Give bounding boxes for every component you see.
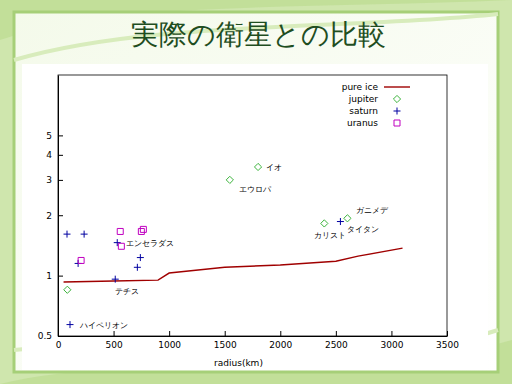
legend-item: jupiter bbox=[348, 94, 401, 104]
y-tick-mark bbox=[58, 276, 63, 277]
x-tick-mark bbox=[391, 331, 392, 336]
x-tick-label: 1000 bbox=[158, 340, 181, 350]
y-tick-mark bbox=[58, 180, 63, 181]
title: 実際の衛星との比較 bbox=[131, 18, 386, 51]
background bbox=[0, 0, 512, 384]
data-point bbox=[344, 215, 351, 222]
x-tick: 1500 bbox=[214, 331, 237, 350]
data-point bbox=[118, 243, 124, 249]
y-tick-label: 3 bbox=[46, 175, 52, 185]
y-tick: 3 bbox=[46, 175, 63, 185]
annotations: エウロパ イオカリスト ガニメデエンセラダステチスハイペリオン タイタン bbox=[79, 163, 389, 330]
x-tick-label: 1500 bbox=[214, 340, 237, 350]
legend-symbol bbox=[394, 108, 401, 115]
point-label: エンセラダス bbox=[126, 239, 174, 248]
y-tick-mark bbox=[58, 135, 63, 136]
x-tick: 3000 bbox=[380, 331, 403, 350]
data-point bbox=[337, 218, 344, 225]
series-line bbox=[64, 248, 403, 282]
plot-frame bbox=[58, 75, 447, 336]
data-point bbox=[64, 286, 71, 293]
data-point bbox=[112, 276, 119, 283]
y-tick-label: 2 bbox=[46, 211, 52, 221]
x-tick-mark bbox=[447, 331, 448, 336]
x-tick-mark bbox=[336, 331, 337, 336]
x-tick-label: 3000 bbox=[380, 340, 403, 350]
data-point bbox=[81, 231, 88, 238]
data-point bbox=[137, 254, 144, 261]
point-label: エウロパ bbox=[239, 185, 272, 194]
panel bbox=[14, 12, 498, 372]
x-tick-label: 500 bbox=[105, 340, 122, 350]
x-axis-title: radius(km) bbox=[214, 358, 263, 368]
x-tick-mark bbox=[225, 331, 226, 336]
x-tick-mark bbox=[280, 331, 281, 336]
y-tick: 0.5 bbox=[38, 331, 63, 341]
data-point bbox=[254, 163, 261, 170]
data-point bbox=[117, 228, 123, 234]
y-tick: 1 bbox=[46, 271, 63, 281]
x-tick: 2500 bbox=[325, 331, 348, 350]
y-tick-mark bbox=[58, 336, 63, 337]
plot-area bbox=[64, 163, 403, 328]
slide: 実際の衛星との比較 0 500 1000 1500 2000 2500 3000 3500 0.5… bbox=[0, 0, 512, 384]
legend-item: pure ice bbox=[342, 82, 410, 92]
legend-label: uranus bbox=[347, 118, 378, 128]
data-point bbox=[78, 257, 84, 263]
point-label: テチス bbox=[115, 287, 139, 296]
x-tick: 500 bbox=[105, 331, 122, 350]
data-point bbox=[138, 228, 144, 234]
point-label: ハイペリオン bbox=[79, 321, 128, 330]
legend-label: pure ice bbox=[342, 82, 379, 92]
y-tick-label: 1 bbox=[46, 271, 52, 281]
data-point bbox=[140, 226, 146, 232]
y-tick: 2 bbox=[46, 211, 63, 221]
data-point bbox=[134, 264, 141, 271]
x-tick-mark bbox=[169, 331, 170, 336]
decoration bbox=[14, 14, 498, 60]
x-tick-label: 2500 bbox=[325, 340, 348, 350]
point-label: カリスト bbox=[314, 231, 346, 240]
x-tick-label: 3500 bbox=[436, 340, 459, 350]
point-label: タイタン bbox=[347, 225, 379, 234]
x-axis-line bbox=[59, 336, 448, 337]
legend-symbol bbox=[393, 95, 400, 102]
point-label: イオ bbox=[266, 163, 282, 172]
x-tick: 2000 bbox=[269, 331, 292, 350]
legend-label: saturn bbox=[349, 106, 378, 116]
y-tick-label: 0.5 bbox=[38, 331, 52, 341]
legend-item: uranus bbox=[347, 118, 400, 128]
x-axis: 0 500 1000 1500 2000 2500 3000 3500 bbox=[56, 331, 460, 350]
data-point bbox=[226, 176, 233, 183]
x-tick-label: 2000 bbox=[269, 340, 292, 350]
legend-symbol bbox=[394, 120, 400, 126]
y-tick-label: 4 bbox=[46, 150, 52, 160]
legend-label: jupiter bbox=[348, 94, 378, 104]
x-tick-label: 0 bbox=[56, 340, 62, 350]
y-axis-line bbox=[58, 76, 59, 337]
y-tick-mark bbox=[58, 155, 63, 156]
legend-symbol bbox=[384, 86, 410, 87]
data-point bbox=[114, 239, 121, 246]
x-tick: 1000 bbox=[158, 331, 181, 350]
point-label: ガニメデ bbox=[356, 206, 389, 215]
x-tick: 3500 bbox=[436, 331, 459, 350]
data-point bbox=[67, 321, 74, 328]
y-tick: 4 bbox=[46, 150, 63, 160]
legend-item: saturn bbox=[349, 106, 400, 116]
y-tick: 5 bbox=[46, 131, 63, 141]
data-point bbox=[64, 231, 71, 238]
y-axis: 0.5 1 2 3 4 5 bbox=[38, 76, 63, 342]
x-tick-mark bbox=[114, 331, 115, 336]
legend: pure ice jupiter saturn uranus bbox=[342, 82, 410, 128]
chart-background bbox=[22, 64, 488, 370]
y-tick-mark bbox=[58, 215, 63, 216]
data-point bbox=[321, 220, 328, 227]
y-tick-label: 5 bbox=[46, 131, 52, 141]
